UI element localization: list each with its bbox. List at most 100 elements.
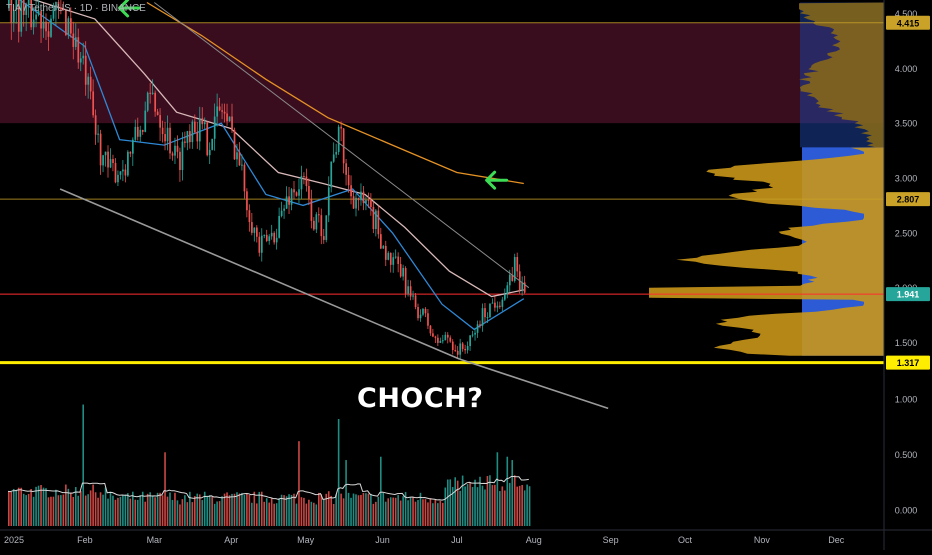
- candle-body: [387, 252, 390, 260]
- price-tick-label: 4.000: [895, 64, 918, 74]
- price-level-badge: [886, 355, 930, 370]
- candle-body: [424, 308, 427, 314]
- volume-bar: [25, 495, 27, 526]
- candle-body: [117, 174, 119, 183]
- candle-body: [464, 348, 467, 351]
- trendline[interactable]: [459, 358, 609, 410]
- volume-bar: [228, 495, 231, 526]
- volume-bar: [22, 493, 25, 526]
- candle-body: [104, 151, 107, 156]
- candle-body: [176, 145, 179, 152]
- volume-bar: [516, 486, 518, 526]
- candle-body: [127, 151, 129, 176]
- trendline[interactable]: [59, 188, 460, 360]
- candle-body: [414, 295, 417, 308]
- candle-body: [156, 111, 159, 116]
- candle-body: [186, 131, 189, 143]
- volume-bar: [194, 496, 196, 526]
- volume-bar: [216, 501, 218, 526]
- candle-body: [434, 336, 437, 338]
- candle-body: [228, 116, 231, 122]
- volume-bar: [442, 502, 444, 526]
- volume-bar: [94, 492, 97, 526]
- volume-bar: [146, 493, 149, 526]
- candle-body: [310, 198, 313, 221]
- volume-bar: [141, 491, 144, 526]
- candle-body: [74, 37, 77, 47]
- candle-body: [342, 128, 345, 164]
- volume-bar: [367, 493, 370, 526]
- candle-body: [99, 133, 102, 166]
- volume-bar: [208, 495, 211, 526]
- volume-tick-label: 0.000: [895, 506, 918, 516]
- candle-body: [149, 92, 152, 94]
- volume-bar: [377, 496, 380, 526]
- volume-bar: [189, 491, 191, 526]
- symbol-title: TIA / TetherUS · 1D · BINANCE: [6, 3, 146, 14]
- volume-bar: [469, 482, 471, 526]
- volume-bar: [459, 490, 461, 526]
- candle-body: [45, 21, 47, 32]
- candle-body: [429, 325, 432, 334]
- candle-body: [380, 234, 382, 249]
- candle-body: [322, 236, 325, 240]
- trendline[interactable]: [154, 2, 530, 289]
- candle-body: [256, 227, 258, 237]
- candle-body: [494, 302, 496, 308]
- candle-body: [231, 116, 233, 131]
- candle-body: [347, 174, 350, 186]
- volume-bar: [407, 500, 409, 526]
- candle-body: [35, 14, 37, 20]
- volume-bar: [466, 484, 469, 526]
- candle-body: [451, 341, 454, 351]
- candle-body: [270, 232, 273, 237]
- volume-bar: [451, 487, 454, 526]
- price-axis-panel[interactable]: [884, 0, 932, 550]
- left-arrow-icon: [118, 0, 142, 18]
- candle-body: [300, 176, 303, 190]
- volume-bar: [394, 497, 397, 526]
- volume-bar: [402, 496, 404, 526]
- volume-bar: [206, 496, 208, 526]
- price-level-badge-label: 1.941: [897, 290, 920, 300]
- volume-bar: [305, 503, 308, 526]
- candle-body: [151, 92, 154, 94]
- volume-bar: [513, 475, 516, 526]
- volume-bar: [52, 496, 55, 526]
- candle-body: [62, 9, 65, 11]
- volume-bar: [313, 502, 315, 526]
- time-tick-label: Mar: [147, 535, 163, 545]
- candle-body: [37, 11, 40, 15]
- time-tick-label: Feb: [77, 535, 93, 545]
- candle-body: [246, 191, 248, 211]
- candle-body: [446, 334, 449, 338]
- time-tick-label: 2025: [4, 535, 24, 545]
- candle-body: [265, 234, 268, 242]
- candle-body: [22, 0, 25, 15]
- candle-body: [362, 191, 365, 203]
- volume-bar: [496, 452, 499, 526]
- candle-body: [213, 116, 216, 139]
- candle-body: [357, 197, 360, 201]
- volume-bar: [70, 492, 72, 526]
- candle-body: [87, 76, 90, 85]
- candle-body: [427, 313, 429, 326]
- candle-body: [94, 115, 97, 135]
- candle-body: [511, 274, 514, 281]
- price-level-badge: [886, 287, 930, 302]
- candle-body: [253, 227, 256, 233]
- volume-bar: [57, 495, 60, 526]
- volume-bar: [20, 487, 22, 526]
- volume-bar: [283, 495, 285, 526]
- volume-bar: [439, 500, 442, 526]
- volume-bar: [47, 497, 50, 526]
- candle-body: [102, 155, 104, 166]
- candle-body: [50, 18, 52, 37]
- volume-bar: [370, 493, 372, 526]
- volume-bar: [399, 500, 402, 526]
- volume-bar: [196, 493, 199, 526]
- candle-body: [27, 0, 30, 6]
- candle-body: [191, 121, 194, 143]
